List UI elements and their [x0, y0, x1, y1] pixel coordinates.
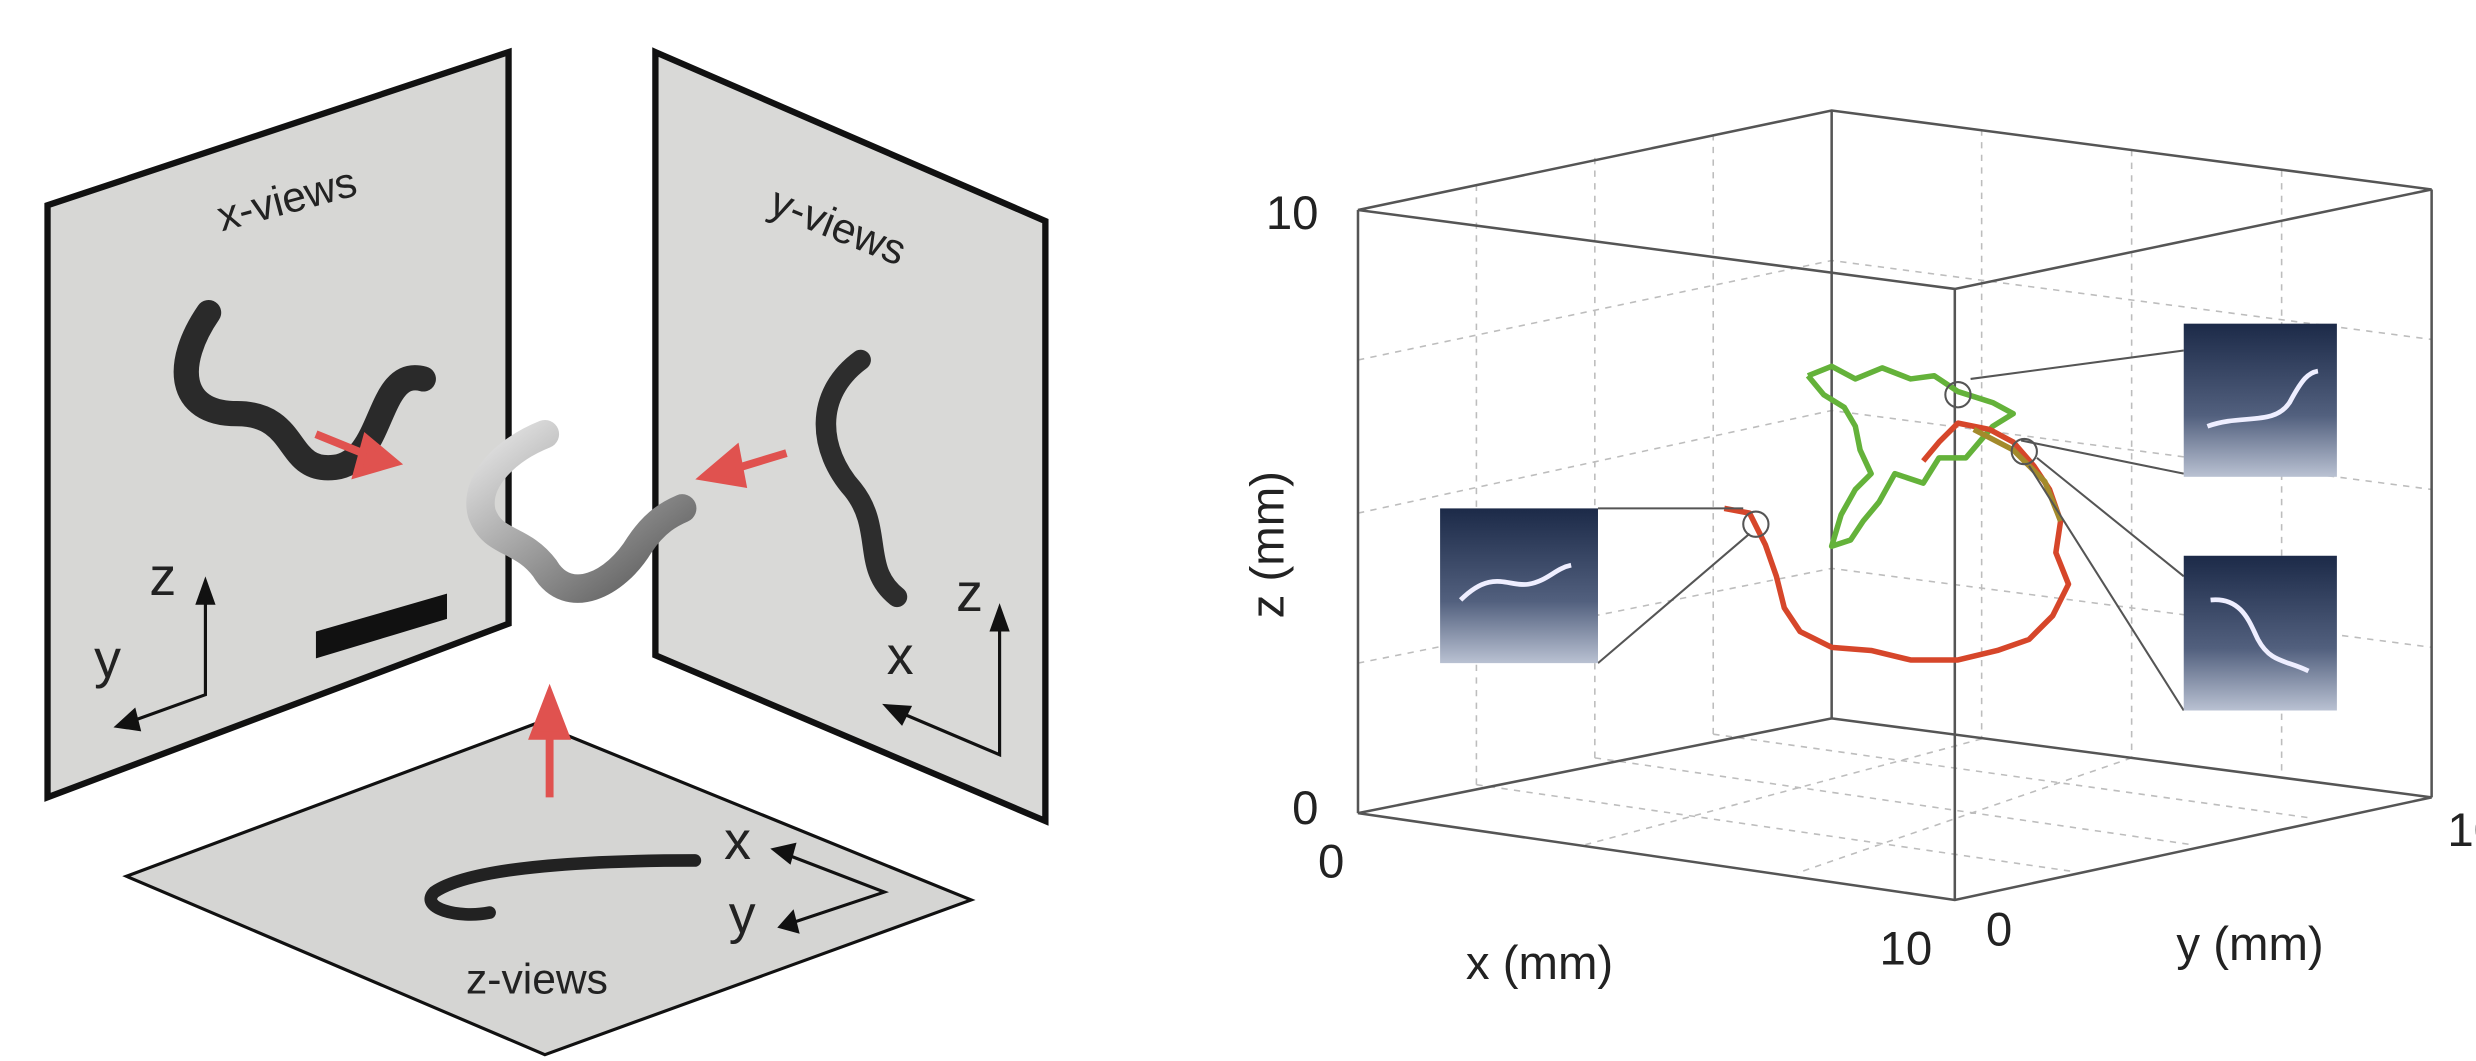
axis-letter: z [149, 547, 176, 607]
axis-letter: z [956, 563, 983, 623]
right-panel: 10 0 z (mm) 0 10 x (mm) 0 10 y (mm) [1242, 111, 2476, 990]
x-tick-label: 10 [1880, 923, 1933, 976]
figure: x-views y-views z-views z y z x x y [0, 0, 2476, 1061]
axis-letter: y [729, 885, 756, 945]
grid [1358, 129, 2432, 873]
axis-letter: x [887, 626, 914, 686]
z-axis-label: z (mm) [1242, 471, 1295, 618]
view-label: z-views [466, 955, 608, 1003]
x-tick-label: 0 [1318, 836, 1344, 889]
left-panel: x-views y-views z-views z y z x x y [48, 52, 1046, 1055]
z-tick-label: 10 [1266, 187, 1319, 240]
y-axis-label: y (mm) [2176, 918, 2323, 971]
trajectory-green [1808, 366, 2013, 546]
axes-box [1358, 111, 2432, 900]
axis-letter: y [94, 629, 121, 689]
y-view-plane [655, 52, 1045, 821]
y-tick-label: 10 [2447, 804, 2476, 857]
trajectory-red [1724, 423, 2068, 660]
page: {"left_panel": { "x_view": {"label": "x-… [0, 0, 2476, 1061]
z-tick-label: 0 [1292, 782, 1318, 835]
axis-letter: x [724, 811, 751, 871]
x-axis-label: x (mm) [1466, 937, 1613, 990]
y-tick-label: 0 [1986, 904, 2012, 957]
